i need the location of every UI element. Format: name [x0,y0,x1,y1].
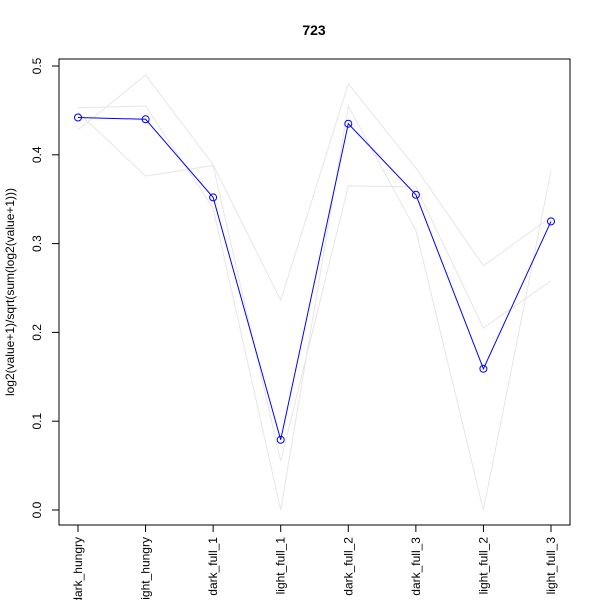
data-point [344,119,353,128]
y-tick-label: 0.4 [30,146,44,163]
chart-title: 723 [302,22,326,38]
background-series-line-3 [77,111,552,462]
data-point [547,217,555,226]
plot-frame [58,58,571,526]
data-point [411,190,420,199]
highlight-series-group [74,113,555,444]
x-tick-label: light_full_3 [544,537,558,595]
data-point [479,364,488,373]
x-tick-label: light_hungry [139,537,153,600]
x-tick-label: dark_full_2 [341,537,355,596]
background-series-group [77,74,552,511]
background-series-line-1 [77,74,552,302]
y-axis-label: log2(value+1)/sqrt(sum(log2(value+1))) [3,188,17,396]
y-tick-label: 0.0 [30,501,44,518]
data-point [74,113,82,122]
y-tick-label: 0.5 [30,57,44,74]
highlight-series-line [77,117,552,440]
y-tick-label: 0.1 [30,413,44,430]
y-axis: 0.0 0.1 0.2 0.3 0.4 0.5 [30,57,60,518]
x-tick-label: dark_hungry [71,537,85,600]
x-tick-label: dark_full_3 [409,537,423,596]
background-series-line-2 [77,104,552,511]
x-tick-label: dark_full_1 [206,537,220,596]
y-tick-label: 0.3 [30,235,44,252]
x-tick-label: light_full_1 [274,537,288,595]
data-point [141,115,150,124]
y-tick-label: 0.2 [30,324,44,341]
x-axis: dark_hungry light_hungry dark_full_1 light_… [71,524,558,600]
x-tick-label: light_full_2 [476,537,490,595]
data-point [276,435,285,444]
data-point [209,193,218,202]
